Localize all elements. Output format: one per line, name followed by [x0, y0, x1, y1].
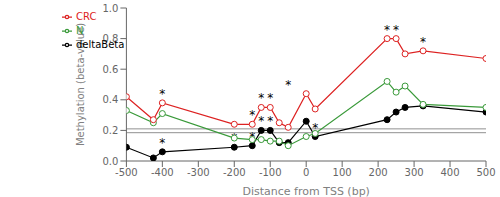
- svg-text:*: *: [285, 78, 291, 92]
- svg-text:*: *: [384, 23, 390, 37]
- svg-text:0.0: 0.0: [102, 156, 118, 167]
- svg-text:400: 400: [440, 167, 459, 178]
- svg-text:*: *: [159, 136, 165, 150]
- svg-text:Methylation (beta-value): Methylation (beta-value): [75, 23, 86, 146]
- svg-text:0.2: 0.2: [102, 125, 118, 136]
- svg-text:-300: -300: [187, 167, 210, 178]
- svg-text:Distance from TSS (bp): Distance from TSS (bp): [242, 185, 369, 197]
- svg-text:1.0: 1.0: [102, 3, 118, 14]
- svg-text:*: *: [249, 130, 255, 144]
- svg-text:*: *: [249, 108, 255, 122]
- svg-text:*: *: [267, 91, 273, 105]
- svg-text:*: *: [159, 87, 165, 101]
- svg-text:*: *: [258, 91, 264, 105]
- svg-text:300: 300: [405, 167, 424, 178]
- svg-text:200: 200: [369, 167, 388, 178]
- svg-text:*: *: [231, 131, 237, 145]
- svg-text:0.4: 0.4: [102, 94, 118, 105]
- svg-text:*: *: [393, 23, 399, 37]
- svg-text:-100: -100: [259, 167, 282, 178]
- svg-text:*: *: [258, 114, 264, 128]
- svg-text:*: *: [267, 114, 273, 128]
- svg-text:-500: -500: [115, 167, 138, 178]
- svg-text:100: 100: [333, 167, 352, 178]
- svg-text:-400: -400: [151, 167, 174, 178]
- svg-text:-200: -200: [223, 167, 246, 178]
- svg-text:0: 0: [303, 167, 309, 178]
- svg-text:0.6: 0.6: [102, 64, 118, 75]
- svg-text:0.8: 0.8: [102, 33, 118, 44]
- svg-text:*: *: [420, 35, 426, 49]
- svg-text:500: 500: [476, 167, 492, 178]
